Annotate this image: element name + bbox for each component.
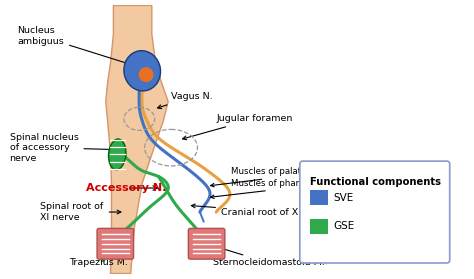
Text: Spinal nucleus
of accessory
nerve: Spinal nucleus of accessory nerve — [9, 133, 113, 163]
FancyBboxPatch shape — [188, 229, 225, 259]
Text: Spinal root of
XI nerve: Spinal root of XI nerve — [40, 202, 121, 222]
Text: Accessory N.: Accessory N. — [86, 183, 167, 193]
Text: GSE: GSE — [333, 222, 355, 232]
Text: Vagus N.: Vagus N. — [157, 92, 213, 109]
Polygon shape — [106, 6, 168, 273]
FancyBboxPatch shape — [310, 190, 328, 205]
Ellipse shape — [124, 51, 161, 91]
Text: SVE: SVE — [333, 193, 354, 203]
FancyBboxPatch shape — [310, 219, 328, 234]
Text: Jugular foramen: Jugular foramen — [182, 114, 292, 140]
Text: Muscles of pharynx ( except stylopharyngeus): Muscles of pharynx ( except stylopharyng… — [210, 179, 430, 198]
Text: Muscles of palate ( except tensor tympani): Muscles of palate ( except tensor tympan… — [210, 167, 416, 187]
Ellipse shape — [109, 139, 126, 170]
FancyBboxPatch shape — [97, 229, 134, 259]
Text: Sternocleidomastoid M.: Sternocleidomastoid M. — [210, 244, 325, 268]
Circle shape — [139, 68, 153, 81]
Text: Cranial root of XI nerve: Cranial root of XI nerve — [191, 204, 331, 217]
Text: Functional components: Functional components — [310, 177, 441, 187]
Text: Trapezius M.: Trapezius M. — [69, 247, 128, 268]
Text: Nucleus
ambiguus: Nucleus ambiguus — [17, 27, 129, 64]
FancyBboxPatch shape — [300, 161, 450, 263]
